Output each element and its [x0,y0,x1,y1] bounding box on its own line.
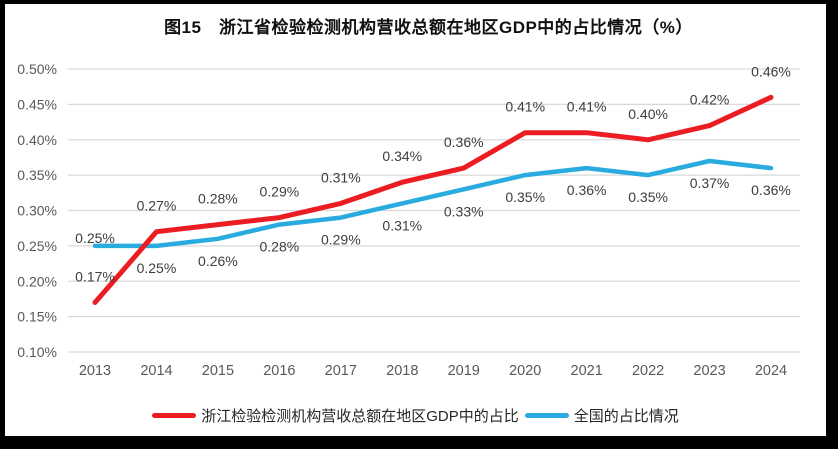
x-axis-tick-label: 2019 [448,363,480,379]
legend-label-national: 全国的占比情况 [573,408,679,425]
data-label: 0.34% [382,148,422,164]
x-axis-tick-label: 2015 [202,363,234,379]
x-axis-tick-label: 2016 [263,363,295,379]
x-axis-tick-label: 2018 [386,363,418,379]
series-zhejiang-line [92,94,774,305]
x-axis-tick-label: 2022 [632,363,664,379]
y-axis-tick-label: 0.45% [17,96,57,112]
data-label: 0.33% [444,203,484,219]
y-axis-tick-label: 0.30% [17,203,57,219]
data-label: 0.25% [137,260,177,276]
red-line-swatch-icon [152,413,197,418]
y-axis-tick-label: 0.15% [17,309,57,325]
x-axis-tick-label: 2020 [509,363,541,379]
y-axis-tick-label: 0.25% [17,238,57,254]
x-axis-tick-label: 2017 [325,363,357,379]
data-label: 0.31% [382,217,422,233]
data-label: 0.46% [751,63,791,79]
x-axis-tick-label: 2014 [140,363,172,379]
data-label: 0.35% [505,189,545,205]
data-label: 0.26% [198,253,238,269]
data-label: 0.29% [260,184,300,200]
data-label: 0.42% [690,92,730,108]
legend-item-national: 全国的占比情况 [524,405,679,426]
chart-legend: 浙江检验检测机构营收总额在地区GDP中的占比 全国的占比情况 [5,405,826,426]
data-label: 0.36% [751,182,791,198]
line-chart-plot-area: 0.50% 0.45% 0.40% 0.35% 0.30% 0.25% 0.20% 0.15%… [17,61,800,379]
data-label: 0.37% [690,175,730,191]
data-label: 0.36% [567,182,607,198]
data-label: 0.17% [75,268,115,284]
data-label: 0.28% [198,191,238,207]
x-axis-tick-label: 2023 [693,363,725,379]
x-axis-tick-label: 2021 [571,363,603,379]
data-label: 0.36% [444,134,484,150]
legend-item-zhejiang: 浙江检验检测机构营收总额在地区GDP中的占比 [152,405,519,426]
data-label: 0.41% [505,99,545,115]
legend-label-zhejiang: 浙江检验检测机构营收总额在地区GDP中的占比 [201,408,519,425]
chart-canvas: 图15 浙江省检验检测机构营收总额在地区GDP中的占比情况（%） 0.50% 0.… [5,4,826,436]
y-axis-tick-label: 0.35% [17,167,57,183]
x-axis-tick-label: 2013 [79,363,111,379]
y-axis-tick-label: 0.40% [17,132,57,148]
data-label: 0.41% [567,99,607,115]
y-axis-tick-label: 0.20% [17,273,57,289]
data-label: 0.25% [75,230,115,246]
data-label: 0.29% [321,232,361,248]
blue-line-swatch-icon [524,413,569,418]
series-national-line [92,158,774,249]
data-label: 0.28% [260,239,300,255]
chart-title: 图15 浙江省检验检测机构营收总额在地区GDP中的占比情况（%） [164,18,693,37]
data-label: 0.40% [628,106,668,122]
data-label: 0.31% [321,169,361,185]
x-axis-tick-label: 2024 [755,363,787,379]
data-label: 0.27% [137,198,177,214]
y-axis-tick-label: 0.10% [17,344,57,360]
data-label: 0.35% [628,189,668,205]
y-axis-tick-label: 0.50% [17,61,57,77]
